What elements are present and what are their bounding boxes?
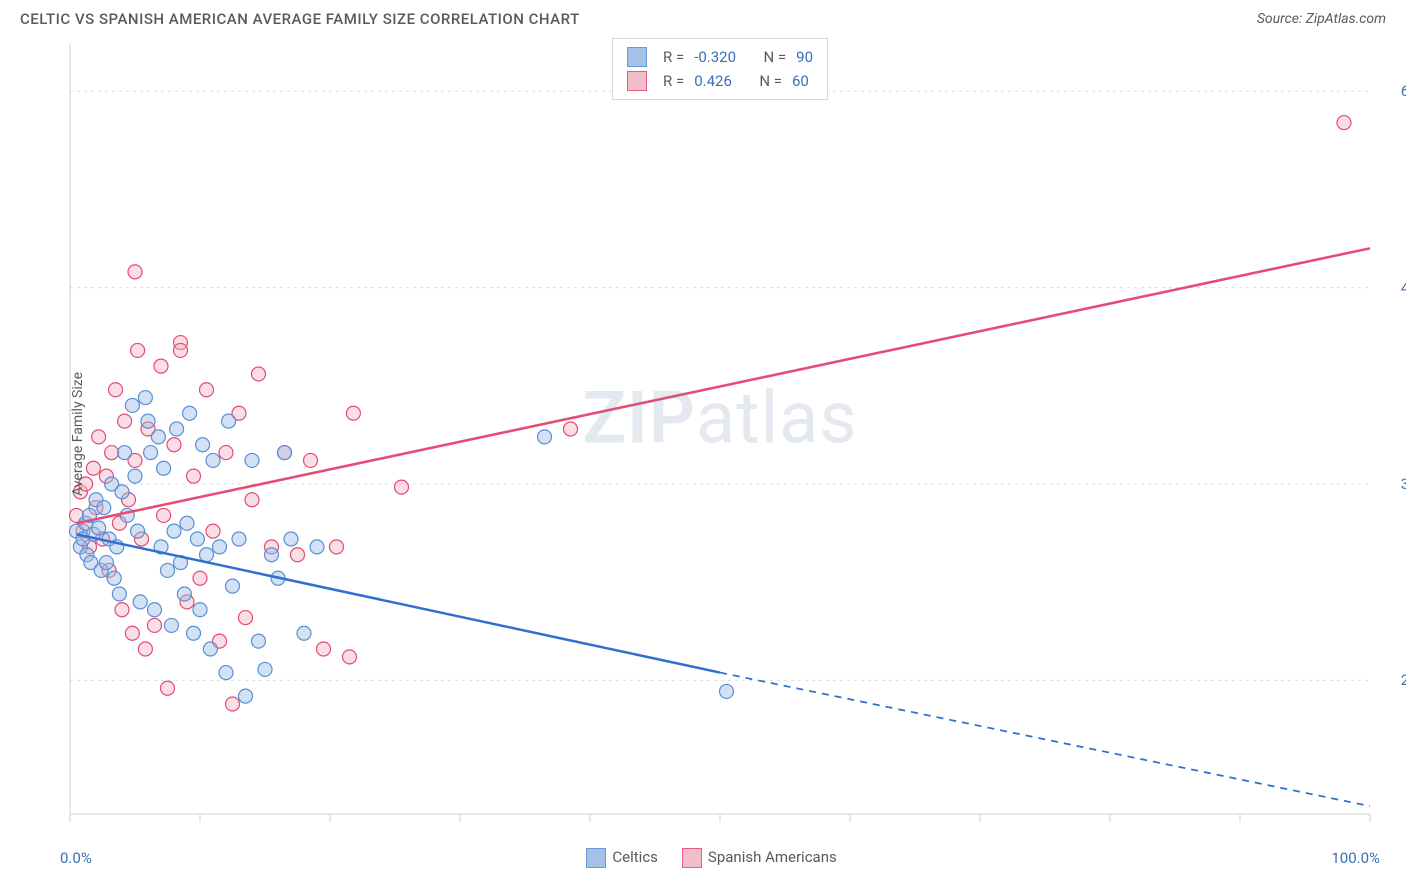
series-legend: Celtics Spanish Americans <box>586 848 836 868</box>
legend-swatch <box>586 848 606 868</box>
x-axis-max-label: 100.0% <box>1331 849 1380 867</box>
y-axis-label: Average Family Size <box>70 372 86 496</box>
scatter-plot-svg <box>60 34 1380 834</box>
legend-item: Celtics <box>586 848 658 868</box>
legend-swatch <box>682 848 702 868</box>
chart-source: Source: ZipAtlas.com <box>1257 11 1386 27</box>
y-tick-label: 4.75 <box>1386 279 1406 297</box>
legend-row: R = -0.320 N = 90 <box>627 45 813 69</box>
y-tick-label: 6.00 <box>1386 82 1406 100</box>
y-tick-label: 2.25 <box>1386 671 1406 689</box>
chart-header: CELTIC VS SPANISH AMERICAN AVERAGE FAMIL… <box>0 0 1406 34</box>
chart-area: Average Family Size ZIPatlas R = -0.320 … <box>60 34 1380 834</box>
chart-title: CELTIC VS SPANISH AMERICAN AVERAGE FAMIL… <box>20 10 580 28</box>
x-axis-min-label: 0.0% <box>60 849 92 867</box>
legend-item: Spanish Americans <box>682 848 837 868</box>
legend-swatch <box>627 47 647 67</box>
correlation-legend: R = -0.320 N = 90R = 0.426 N = 60 <box>612 38 828 100</box>
y-tick-label: 3.50 <box>1386 475 1406 493</box>
x-axis-bar: 0.0% Celtics Spanish Americans 100.0% <box>60 848 1380 868</box>
legend-swatch <box>627 71 647 91</box>
legend-row: R = 0.426 N = 60 <box>627 69 813 93</box>
